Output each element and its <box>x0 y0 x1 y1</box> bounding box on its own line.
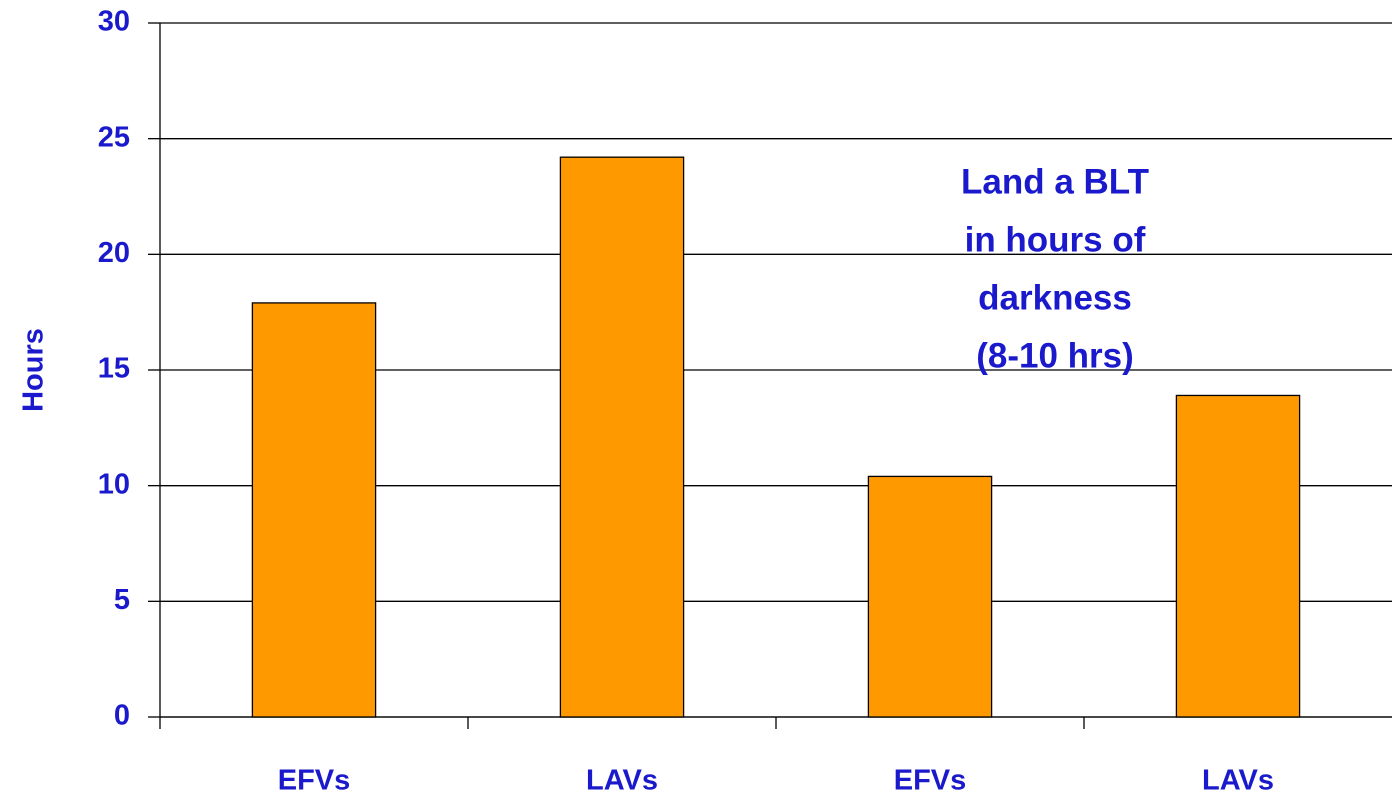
y-tick-label: 25 <box>98 121 130 153</box>
y-tick-label: 0 <box>114 700 130 732</box>
x-tick-label: LAVs <box>586 765 658 797</box>
x-tick-label: LAVs <box>1202 765 1274 797</box>
bar <box>251 302 377 718</box>
bar <box>1175 394 1301 718</box>
x-tick-label: EFVs <box>278 765 351 797</box>
y-tick-label: 20 <box>98 237 130 269</box>
y-axis-label: Hours <box>18 328 50 412</box>
y-tick-label: 15 <box>98 353 130 385</box>
annotation: in hours of <box>965 220 1146 259</box>
annotation: Land a BLT <box>961 162 1149 201</box>
y-tick-label: 10 <box>98 468 130 500</box>
y-tick-label: 5 <box>114 584 130 616</box>
bar <box>867 475 993 718</box>
y-tick-label: 30 <box>98 6 130 38</box>
bar <box>559 156 685 718</box>
annotation: (8-10 hrs) <box>976 336 1134 375</box>
annotation: darkness <box>978 278 1132 317</box>
x-tick-label: EFVs <box>894 765 967 797</box>
